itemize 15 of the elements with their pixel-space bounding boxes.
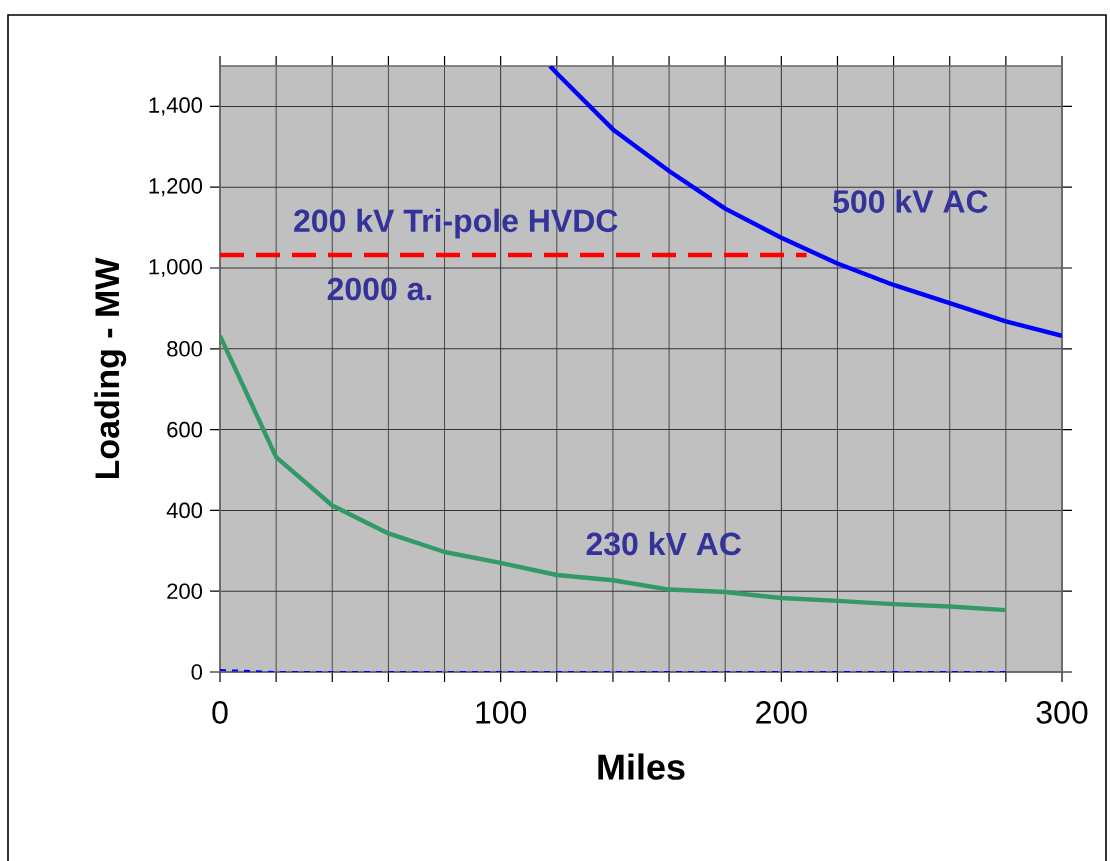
y-tick-label: 1,400 xyxy=(149,97,203,116)
y-tick-label: 1,200 xyxy=(149,178,203,197)
y-tick-label: 200 xyxy=(167,583,203,599)
x-tick-label: 0 xyxy=(212,701,228,724)
x-tick-label: 300 xyxy=(1036,701,1088,724)
y-tick-label: 800 xyxy=(167,341,203,357)
y-axis-title: Loading - MW xyxy=(94,257,127,479)
y-tick-label: 400 xyxy=(166,502,203,519)
x-axis-title: Miles xyxy=(598,753,685,780)
x-tick-label: 200 xyxy=(756,701,807,724)
line-series xyxy=(220,333,1009,613)
x-tick-label: 100 xyxy=(476,701,527,724)
y-tick-label: 0 xyxy=(191,664,203,680)
y-tick-label: 1,000 xyxy=(149,258,203,278)
y-tick-label: 600 xyxy=(167,421,203,438)
